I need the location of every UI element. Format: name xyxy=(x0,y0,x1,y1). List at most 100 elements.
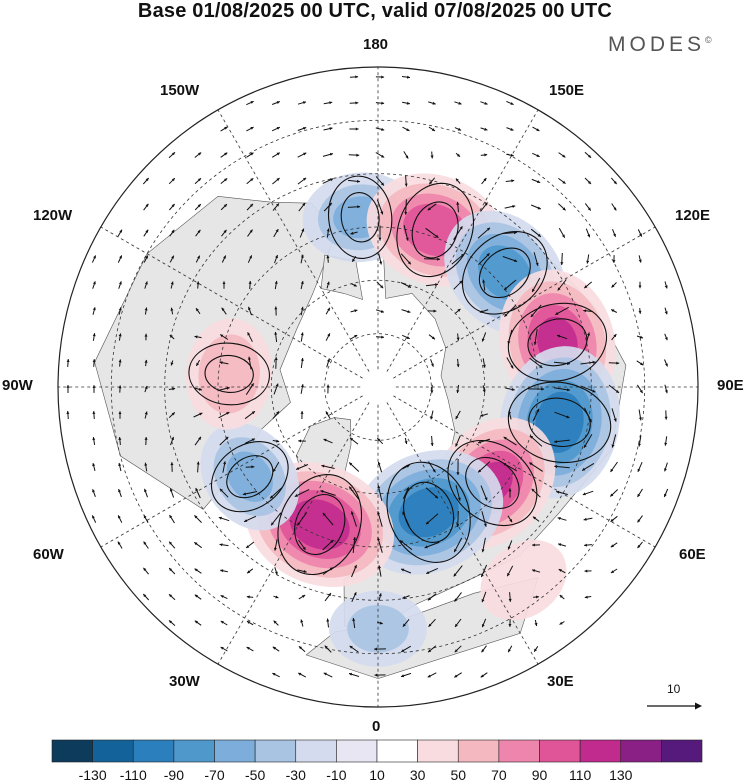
arrow-head xyxy=(92,281,96,285)
wind-vector xyxy=(481,645,487,653)
arrow-head xyxy=(118,437,122,440)
arrow-head xyxy=(637,468,641,472)
wind-vector xyxy=(505,179,515,183)
wind-vector xyxy=(608,384,620,394)
arrow-head xyxy=(251,411,255,415)
arrow-head xyxy=(424,545,428,549)
wind-vector xyxy=(218,386,230,391)
arrow-head xyxy=(558,569,562,572)
arrow-head xyxy=(404,211,408,215)
arrow-head xyxy=(402,511,406,515)
wind-vector xyxy=(560,252,564,266)
wind-vector xyxy=(580,360,596,365)
wind-vector xyxy=(246,203,254,211)
wind-vector xyxy=(402,126,410,132)
streamline xyxy=(226,455,274,499)
wind-vector xyxy=(638,255,642,263)
streamline xyxy=(461,231,548,315)
wind-vector xyxy=(508,488,512,498)
arrow-head xyxy=(171,229,175,233)
arrow-head xyxy=(566,415,570,419)
arrow-head xyxy=(301,228,305,232)
arrow-head xyxy=(534,622,538,626)
wind-vector xyxy=(219,488,229,498)
arrow-head xyxy=(430,155,434,159)
arrow-head xyxy=(251,438,255,442)
meridian-line xyxy=(386,109,539,372)
arrow-head xyxy=(143,515,147,519)
arrow-head xyxy=(226,412,230,415)
arrow-head xyxy=(461,253,465,257)
wind-vector xyxy=(194,568,202,574)
arrow-head xyxy=(554,465,558,469)
wind-vector xyxy=(508,410,512,420)
wind-vector xyxy=(402,595,410,599)
wind-vector xyxy=(242,491,258,496)
arrow-head xyxy=(507,341,511,345)
wind-vector xyxy=(376,437,384,445)
wind-vector xyxy=(142,593,150,601)
wind-vector xyxy=(400,282,412,288)
wind-vector xyxy=(609,489,619,497)
wind-vector xyxy=(168,593,176,601)
arrow-head xyxy=(303,152,307,156)
arrow-head xyxy=(587,180,592,185)
arrow-head xyxy=(246,545,250,549)
arrow-head xyxy=(196,281,200,285)
wind-vector xyxy=(427,203,437,211)
wind-vector xyxy=(92,281,96,289)
latitude-circle xyxy=(324,333,432,441)
wind-vector xyxy=(424,541,440,549)
wind-vector xyxy=(350,309,358,313)
arrow-head xyxy=(381,154,385,158)
arrow-head xyxy=(119,255,122,259)
arrow-head xyxy=(536,408,540,412)
wind-vector xyxy=(194,541,202,549)
wind-vector xyxy=(117,255,123,263)
arrow-head xyxy=(428,649,432,653)
wind-vector xyxy=(194,152,202,158)
arrow-head xyxy=(274,571,278,575)
wind-vector xyxy=(270,512,282,526)
arrow-head xyxy=(508,598,512,602)
streamline xyxy=(396,182,474,278)
arrow-head xyxy=(454,598,458,602)
wind-vector xyxy=(451,253,465,265)
wind-vector xyxy=(531,204,541,210)
arrow-head xyxy=(406,465,410,468)
wind-vector xyxy=(454,127,462,131)
wind-vector xyxy=(219,436,229,446)
streamline xyxy=(465,457,520,509)
arrow-head xyxy=(456,153,461,157)
arrow-head xyxy=(611,309,615,313)
arrow-head xyxy=(302,202,306,206)
arrow-head xyxy=(562,154,566,158)
wind-vector xyxy=(611,203,617,211)
arrow-head xyxy=(118,307,122,311)
wind-vector xyxy=(300,254,304,264)
arrow-head xyxy=(586,260,590,264)
arrow-head xyxy=(532,543,535,547)
wind-vector xyxy=(584,543,592,547)
wind-vector xyxy=(246,620,254,626)
arrow-head xyxy=(381,75,385,79)
wind-vector xyxy=(507,540,513,550)
wind-vector xyxy=(296,512,308,526)
arrow-head xyxy=(584,569,588,573)
wind-vector xyxy=(430,359,434,367)
wind-vector xyxy=(244,438,256,444)
wind-vector xyxy=(554,411,570,419)
wind-vector xyxy=(402,618,410,628)
arrow-head xyxy=(249,255,252,259)
wind-vector xyxy=(220,646,228,652)
wind-vector xyxy=(480,202,488,212)
wind-vector xyxy=(375,101,385,105)
wind-vector xyxy=(479,309,489,313)
arrow-head xyxy=(250,178,254,182)
arrow-head xyxy=(511,387,515,391)
wind-vector xyxy=(533,252,539,266)
wind-vector xyxy=(507,515,513,523)
wind-vector xyxy=(638,435,642,447)
wind-vector xyxy=(169,255,175,263)
arrow-head xyxy=(406,101,410,105)
